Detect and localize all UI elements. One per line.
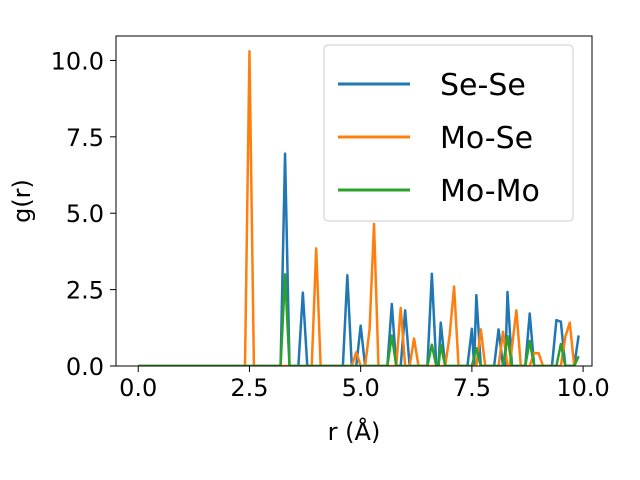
x-tick-label: 0.0 — [119, 374, 157, 402]
plot-lines — [138, 50, 580, 366]
legend-label-mo-mo: Mo-Mo — [440, 174, 540, 209]
x-axis-label: r (Å) — [328, 417, 381, 446]
legend-label-se-se: Se-Se — [440, 68, 526, 103]
x-tick-label: 10.0 — [556, 374, 609, 402]
x-ticks: 0.0 2.5 5.0 7.5 10.0 — [119, 366, 610, 402]
y-ticks: 0.0 2.5 5.0 7.5 10.0 — [51, 47, 116, 381]
axes-frame — [115, 35, 593, 367]
y-tick-label: 0.0 — [66, 353, 104, 381]
x-tick-label: 7.5 — [453, 374, 491, 402]
legend: Se-Se Mo-Se Mo-Mo — [323, 44, 574, 222]
y-axis-label: g(r) — [8, 179, 36, 223]
series-line-se-se — [138, 152, 580, 366]
y-tick-label: 10.0 — [51, 47, 104, 75]
series-line-mo-se — [138, 50, 576, 366]
series-line-mo-mo — [138, 273, 580, 366]
y-tick-label: 7.5 — [66, 124, 104, 152]
x-tick-label: 2.5 — [230, 374, 268, 402]
legend-label-mo-se: Mo-Se — [440, 121, 533, 156]
y-tick-label: 5.0 — [66, 200, 104, 228]
legend-box — [323, 44, 574, 222]
y-tick-label: 2.5 — [66, 277, 104, 305]
x-tick-label: 5.0 — [342, 374, 380, 402]
